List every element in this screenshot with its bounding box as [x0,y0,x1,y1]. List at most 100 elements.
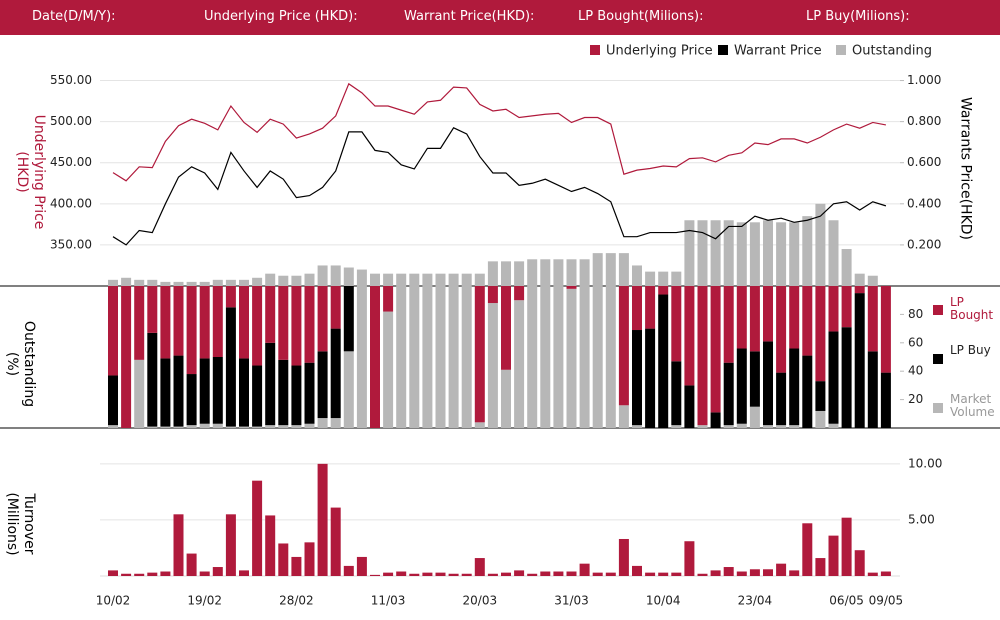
stack-segment [317,418,328,428]
turnover-bar [435,572,446,576]
stack-segment [239,286,249,359]
outstanding-bar [186,281,197,286]
stack-segment [134,286,145,360]
stack-segment [173,426,184,428]
stack-segment [239,358,249,427]
stack-segment [448,286,459,428]
stack-segment [343,351,354,428]
stack-segment [658,286,669,295]
outstanding-bar [461,273,472,286]
stack-segment [880,286,891,373]
outstanding-bar [108,279,118,286]
x-tick-label: 09/05 [869,594,904,608]
price-line [112,82,887,182]
outstanding-bar [160,281,171,286]
stack-segment [592,286,603,428]
outstanding-bar [867,275,878,286]
outstanding-bar [658,271,669,286]
stack-segment [815,286,826,382]
outstanding-bar [736,222,747,286]
stack-segment [212,357,223,424]
stack-segment [278,359,289,426]
turnover-bar [632,565,642,576]
x-tick-label: 10/02 [96,594,131,608]
stack-segment [579,286,590,428]
stack-segment [749,286,760,352]
y-axis-title: Underlying Price (HKD) [14,114,47,230]
stack-segment [723,425,734,428]
x-tick-label: 06/05 [829,594,864,608]
stack-segment [658,294,669,428]
stack-segment [736,348,747,424]
stack-segment [632,330,642,426]
stack-segment [815,381,826,411]
turnover-bar [671,572,682,576]
outstanding-bar [501,261,511,286]
legend-label: LP Bought [950,295,994,322]
stack-segment [199,423,210,428]
outstanding-bar [343,267,354,286]
turnover-bar [186,553,197,576]
stack-segment [867,351,878,428]
turnover-bar [409,573,420,576]
stack-segment [789,348,800,426]
turnover-bar [422,572,433,576]
outstanding-bar [239,279,249,286]
outstanding-bar [632,265,642,286]
outstanding-bar [697,220,708,286]
stack-segment [252,365,263,427]
stack-segment [684,286,695,386]
legend-label: Outstanding [852,44,932,59]
stack-segment [199,358,210,424]
turnover-bar [540,571,551,576]
turnover-bar [199,571,210,576]
outstanding-bar [854,273,865,286]
turnover-bar [317,463,328,576]
outstanding-bar [422,273,433,286]
stack-segment [618,405,629,428]
stack-segment [566,286,577,289]
stack-segment [671,425,682,428]
stack-segment [265,286,276,343]
turnover-bar [802,523,813,576]
stack-segment [553,286,564,428]
stack-segment [710,286,721,413]
header-label: LP Bought(Milions): [578,9,704,24]
outstanding-bar [252,277,263,286]
stack-segment [736,286,747,349]
x-tick-label: 28/02 [279,594,314,608]
outstanding-bar [514,261,525,286]
y2-tick-label: 0.400 [907,196,941,210]
outstanding-bar [749,222,760,286]
stack-segment [749,406,760,428]
x-tick-label: 20/03 [463,594,498,608]
legend-label: Warrant Price [734,44,822,59]
outstanding-bar [618,253,629,286]
x-tick-label: 31/03 [554,594,589,608]
stack-segment [880,372,891,428]
outstanding-bar [815,203,826,286]
stack-segment [763,286,773,342]
outstanding-bar [763,220,773,286]
outstanding-bar [828,220,839,286]
turnover-bar [841,517,852,576]
legend-swatch [718,45,728,55]
header-bar: Date(D/M/Y): Underlying Price (HKD): War… [0,0,1000,35]
turnover-bar [867,572,878,576]
stack-segment [789,425,800,428]
turnover-bar [880,571,891,576]
turnover-bar [553,571,564,576]
turnover-bar [645,572,656,576]
stack-segment [330,418,341,428]
outstanding-bar [671,271,682,286]
outstanding-bar [802,216,813,286]
stack-segment [147,286,158,333]
stack-segment [854,286,865,294]
turnover-bar [448,573,459,576]
outstanding-bar [605,253,616,286]
stack-segment [514,286,525,301]
turnover-bar [343,565,354,576]
stack-segment [671,286,682,362]
stack-segment [501,286,511,370]
